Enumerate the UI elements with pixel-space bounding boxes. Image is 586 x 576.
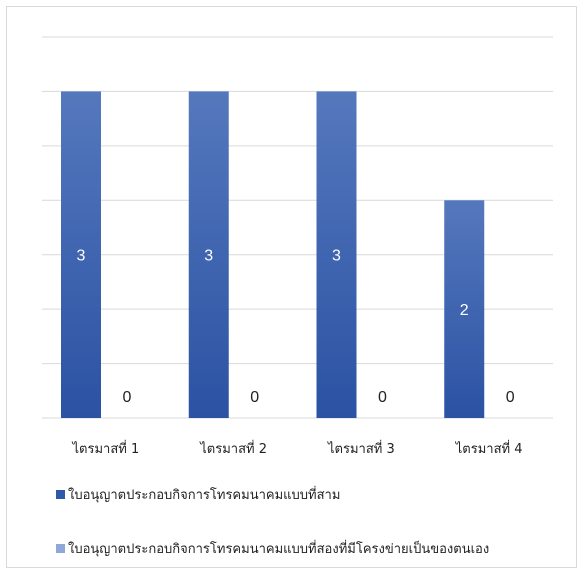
data-label-series-1: 3 — [332, 248, 341, 265]
data-label-series-1: 3 — [204, 248, 213, 265]
legend-label-series-1: ใบอนุญาตประกอบกิจการโทรคมนาคมแบบที่สาม — [68, 488, 341, 503]
legend-label-series-2: ใบอนุญาตประกอบกิจการโทรคมนาคมแบบที่สองที… — [68, 542, 490, 557]
data-label-series-2: 0 — [123, 389, 132, 406]
x-tick-label: ไตรมาสที่ 2 — [199, 440, 267, 457]
data-label-series-1: 3 — [77, 248, 86, 265]
data-label-series-2: 0 — [378, 389, 387, 406]
x-tick-label: ไตรมาสที่ 4 — [455, 440, 523, 457]
data-label-series-2: 0 — [250, 389, 259, 406]
data-label-series-2: 0 — [506, 389, 515, 406]
data-label-series-1: 2 — [460, 302, 469, 319]
legend-item-series-1: ใบอนุญาตประกอบกิจการโทรคมนาคมแบบที่สาม — [56, 484, 340, 505]
legend-swatch-series-1 — [56, 490, 65, 499]
bar-series-1 — [61, 91, 101, 418]
bar-series-1 — [316, 91, 357, 418]
x-tick-label: ไตรมาสที่ 1 — [72, 440, 140, 457]
bar-series-1 — [444, 200, 485, 418]
bar-series-1 — [188, 91, 229, 418]
x-tick-label: ไตรมาสที่ 3 — [327, 440, 395, 457]
legend-swatch-series-2 — [56, 544, 65, 553]
legend-item-series-2: ใบอนุญาตประกอบกิจการโทรคมนาคมแบบที่สองที… — [56, 538, 489, 559]
